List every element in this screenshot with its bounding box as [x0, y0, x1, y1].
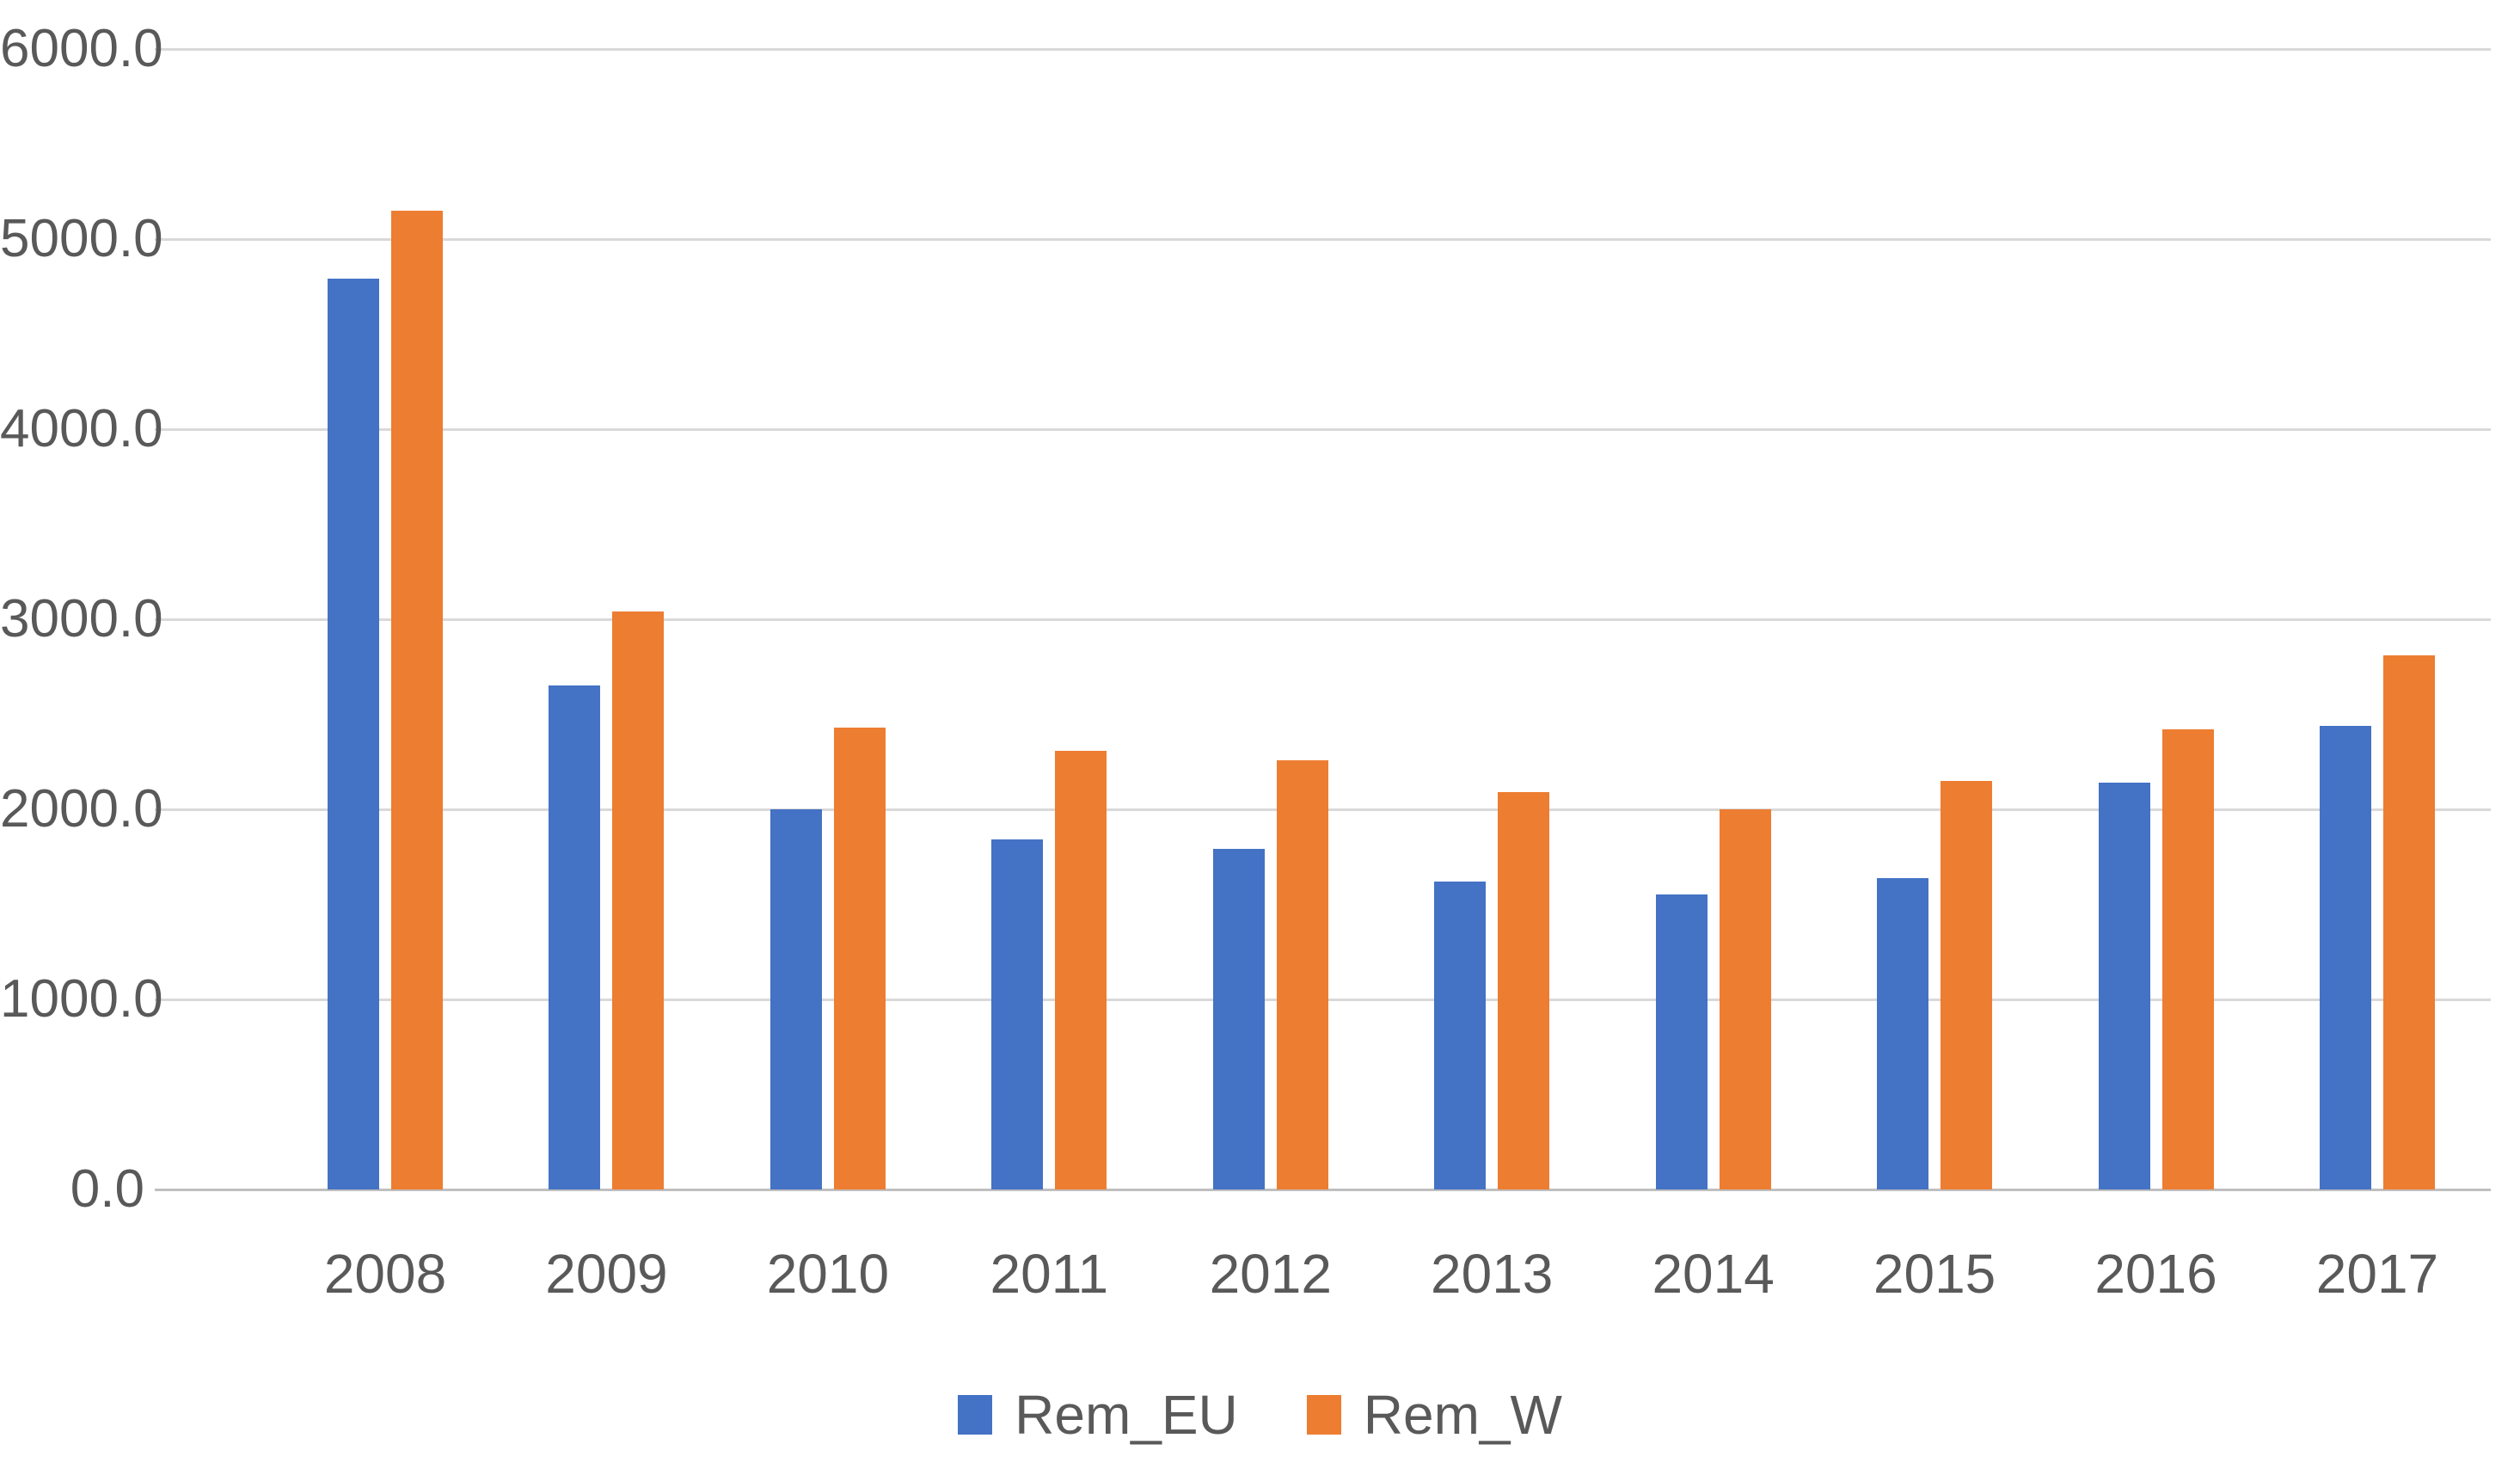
- x-axis-tick-label: 2016: [2094, 1243, 2217, 1305]
- bar-Rem_W-2016: [2161, 729, 2214, 1189]
- y-axis-tick-label: 4000.0: [0, 399, 163, 458]
- x-axis-tick-label: 2009: [545, 1243, 668, 1305]
- bar-Rem_EU-2015: [1877, 877, 1929, 1189]
- bar-group-2011: [990, 49, 1107, 1189]
- y-axis-tick-label: 5000.0: [0, 209, 163, 268]
- bar-Rem_EU-2011: [991, 839, 1044, 1189]
- legend: Rem_EU Rem_W: [0, 1383, 2520, 1447]
- bar-Rem_W-2012: [1276, 759, 1328, 1189]
- x-axis-tick-label: 2013: [1431, 1243, 1554, 1305]
- bar-Rem_EU-2017: [2319, 725, 2371, 1189]
- x-axis-tick-label: 2012: [1209, 1243, 1332, 1305]
- bar-group-2012: [1212, 49, 1329, 1189]
- bar-group-2016: [2098, 49, 2215, 1189]
- x-axis-tick-label: 2017: [2315, 1243, 2439, 1305]
- bar-Rem_W-2014: [1719, 809, 1771, 1189]
- bar-Rem_EU-2009: [549, 685, 601, 1189]
- legend-item-Rem_EU: Rem_EU: [958, 1383, 1238, 1447]
- bar-Rem_EU-2016: [2098, 783, 2150, 1189]
- bar-Rem_EU-2014: [1655, 894, 1708, 1189]
- y-axis-tick-label: 1000.0: [0, 969, 163, 1029]
- x-axis-tick-label: 2010: [766, 1243, 890, 1305]
- bar-group-2009: [548, 49, 665, 1189]
- x-axis-tick-label: 2011: [990, 1243, 1109, 1305]
- x-axis-tick-label: 2015: [1873, 1243, 1996, 1305]
- bar-Rem_W-2011: [1055, 750, 1107, 1189]
- x-axis-tick-label: 2014: [1652, 1243, 1775, 1305]
- bar-Rem_W-2017: [2382, 655, 2435, 1189]
- bar-group-2013: [1433, 49, 1550, 1189]
- legend-swatch-icon: [958, 1395, 993, 1435]
- y-axis-tick-label: 2000.0: [0, 779, 163, 839]
- bar-group-2010: [769, 49, 886, 1189]
- y-axis-tick-label: 6000.0: [0, 19, 163, 78]
- bar-group-2015: [1876, 49, 1993, 1189]
- bar-Rem_EU-2012: [1212, 849, 1265, 1189]
- bar-group-2014: [1655, 49, 1772, 1189]
- x-axis-tick-label: 2008: [323, 1243, 447, 1305]
- x-axis: 2008 2009 2010 2011 2012 2013 2014 2015 2016 2017: [323, 1242, 2439, 1306]
- legend-item-Rem_W: Rem_W: [1306, 1383, 1562, 1447]
- bar-Rem_W-2013: [1498, 792, 1550, 1189]
- y-axis-tick-label: 3000.0: [0, 589, 163, 648]
- bar-Rem_EU-2013: [1434, 881, 1487, 1189]
- legend-label: Rem_W: [1363, 1384, 1562, 1446]
- bar-group-2008: [327, 49, 444, 1189]
- bar-Rem_W-2009: [612, 612, 665, 1189]
- legend-label: Rem_EU: [1015, 1384, 1238, 1446]
- bar-Rem_EU-2008: [328, 279, 379, 1189]
- legend-swatch-icon: [1306, 1395, 1341, 1435]
- bar-Rem_W-2010: [833, 727, 886, 1189]
- bar-group-2017: [2319, 49, 2436, 1189]
- plot-area: [327, 49, 2436, 1189]
- bar-Rem_EU-2010: [769, 809, 822, 1189]
- bar-Rem_W-2008: [391, 210, 443, 1189]
- bar-Rem_W-2015: [1941, 780, 1993, 1189]
- y-axis-tick-label: 0.0: [70, 1159, 144, 1219]
